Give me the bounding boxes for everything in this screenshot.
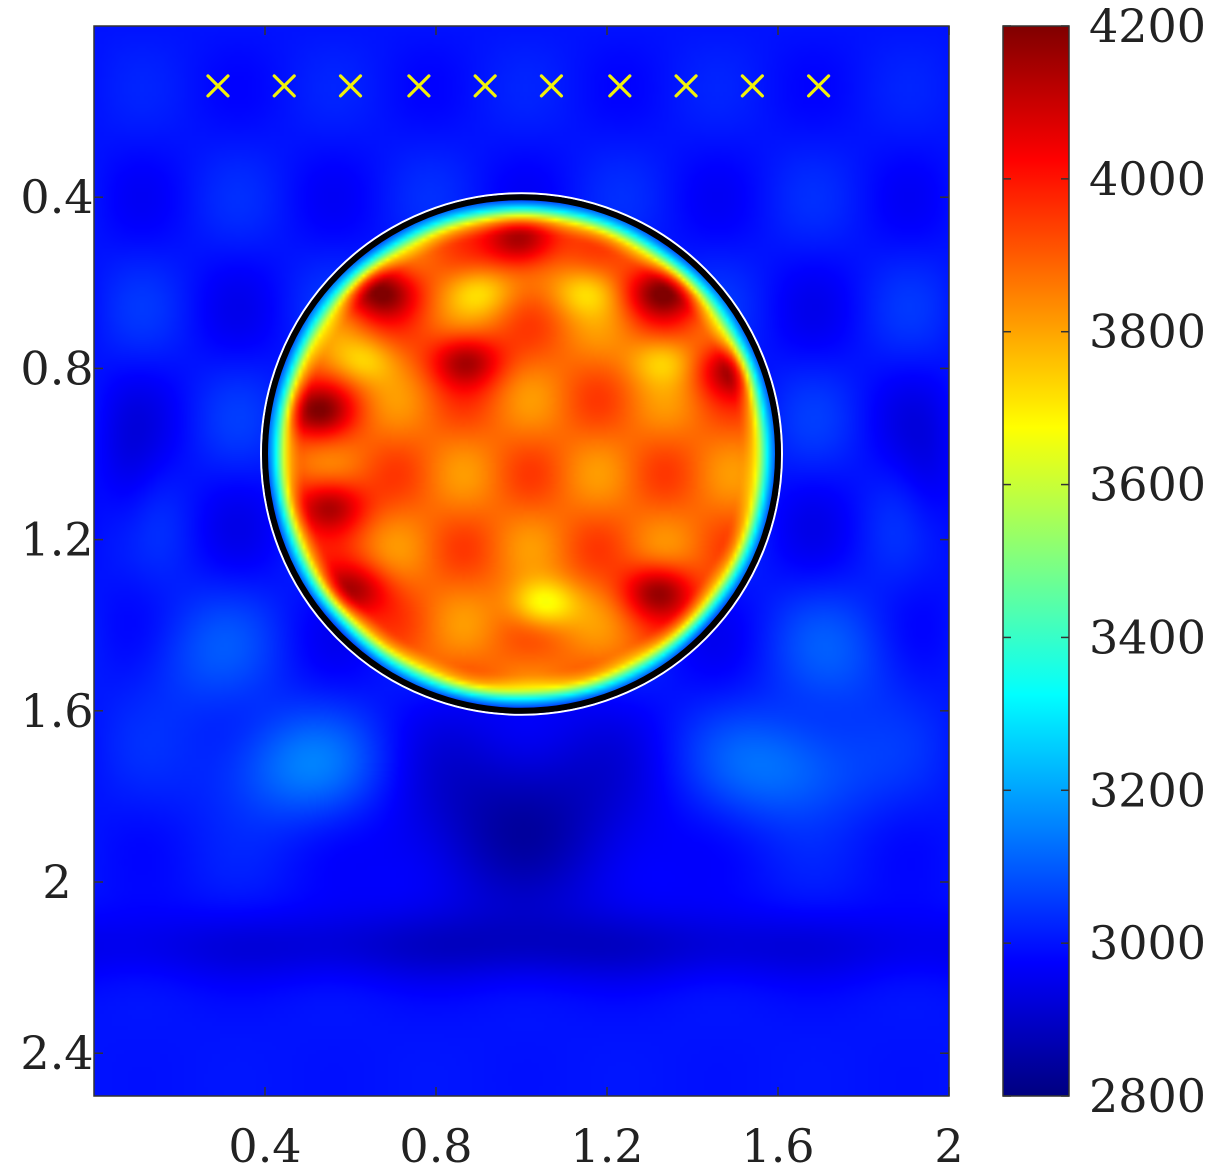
colorbar-tick-label: 3000 [1089, 916, 1205, 970]
y-tick-label: 0.4 [20, 170, 93, 224]
receiver-marker [539, 74, 564, 98]
y-tick-label: 1.6 [20, 684, 93, 738]
receiver-marker [674, 74, 698, 98]
colorbar-tick-label: 2800 [1089, 1069, 1205, 1123]
y-tick-label: 2.4 [20, 1026, 93, 1080]
receiver-markers [206, 74, 831, 98]
plot-frame [93, 25, 950, 1097]
y-tick-label: 0.8 [20, 341, 93, 395]
receiver-marker [272, 74, 296, 98]
colorbar: 2800 3000 3200 3400 3600 3800 4000 4200 [1002, 0, 1205, 1123]
x-tick-label: 0.8 [399, 1119, 472, 1168]
x-axis: 0.4 0.8 1.2 1.6 2 [228, 1119, 963, 1168]
colorbar-tick-label: 4200 [1089, 0, 1205, 53]
plot-area [93, 25, 950, 1097]
heatmap-image [94, 26, 949, 1096]
x-tick-label: 2 [934, 1119, 963, 1168]
colorbar-tick-label: 3600 [1089, 458, 1205, 512]
plot-tick-marks [94, 26, 950, 1096]
receiver-marker [807, 74, 831, 98]
colorbar-gradient [1003, 26, 1069, 1096]
receiver-marker [338, 74, 363, 98]
outline-layer [260, 192, 783, 716]
inclusion-outline-halo [260, 192, 783, 716]
receiver-marker [206, 74, 230, 98]
receiver-marker [407, 74, 431, 98]
colorbar-tick-label: 3200 [1089, 763, 1205, 817]
colorbar-tick-label: 3400 [1089, 610, 1205, 664]
x-tick-label: 1.6 [741, 1119, 814, 1168]
y-tick-label: 2 [42, 855, 71, 909]
x-tick-label: 0.4 [228, 1119, 301, 1168]
receiver-marker [473, 74, 497, 98]
receiver-marker [608, 74, 632, 98]
colorbar-frame [1002, 25, 1070, 1097]
y-axis: 0.4 0.8 1.2 1.6 2 2.4 [20, 170, 93, 1080]
inclusion-outline [262, 194, 781, 714]
y-tick-label: 1.2 [20, 513, 93, 567]
colorbar-ticks: 2800 3000 3200 3400 3600 3800 4000 4200 [1003, 0, 1205, 1123]
colorbar-tick-label: 4000 [1089, 152, 1205, 206]
receiver-marker [740, 74, 764, 98]
colorbar-tick-label: 3800 [1089, 305, 1205, 359]
x-tick-label: 1.2 [570, 1119, 643, 1168]
